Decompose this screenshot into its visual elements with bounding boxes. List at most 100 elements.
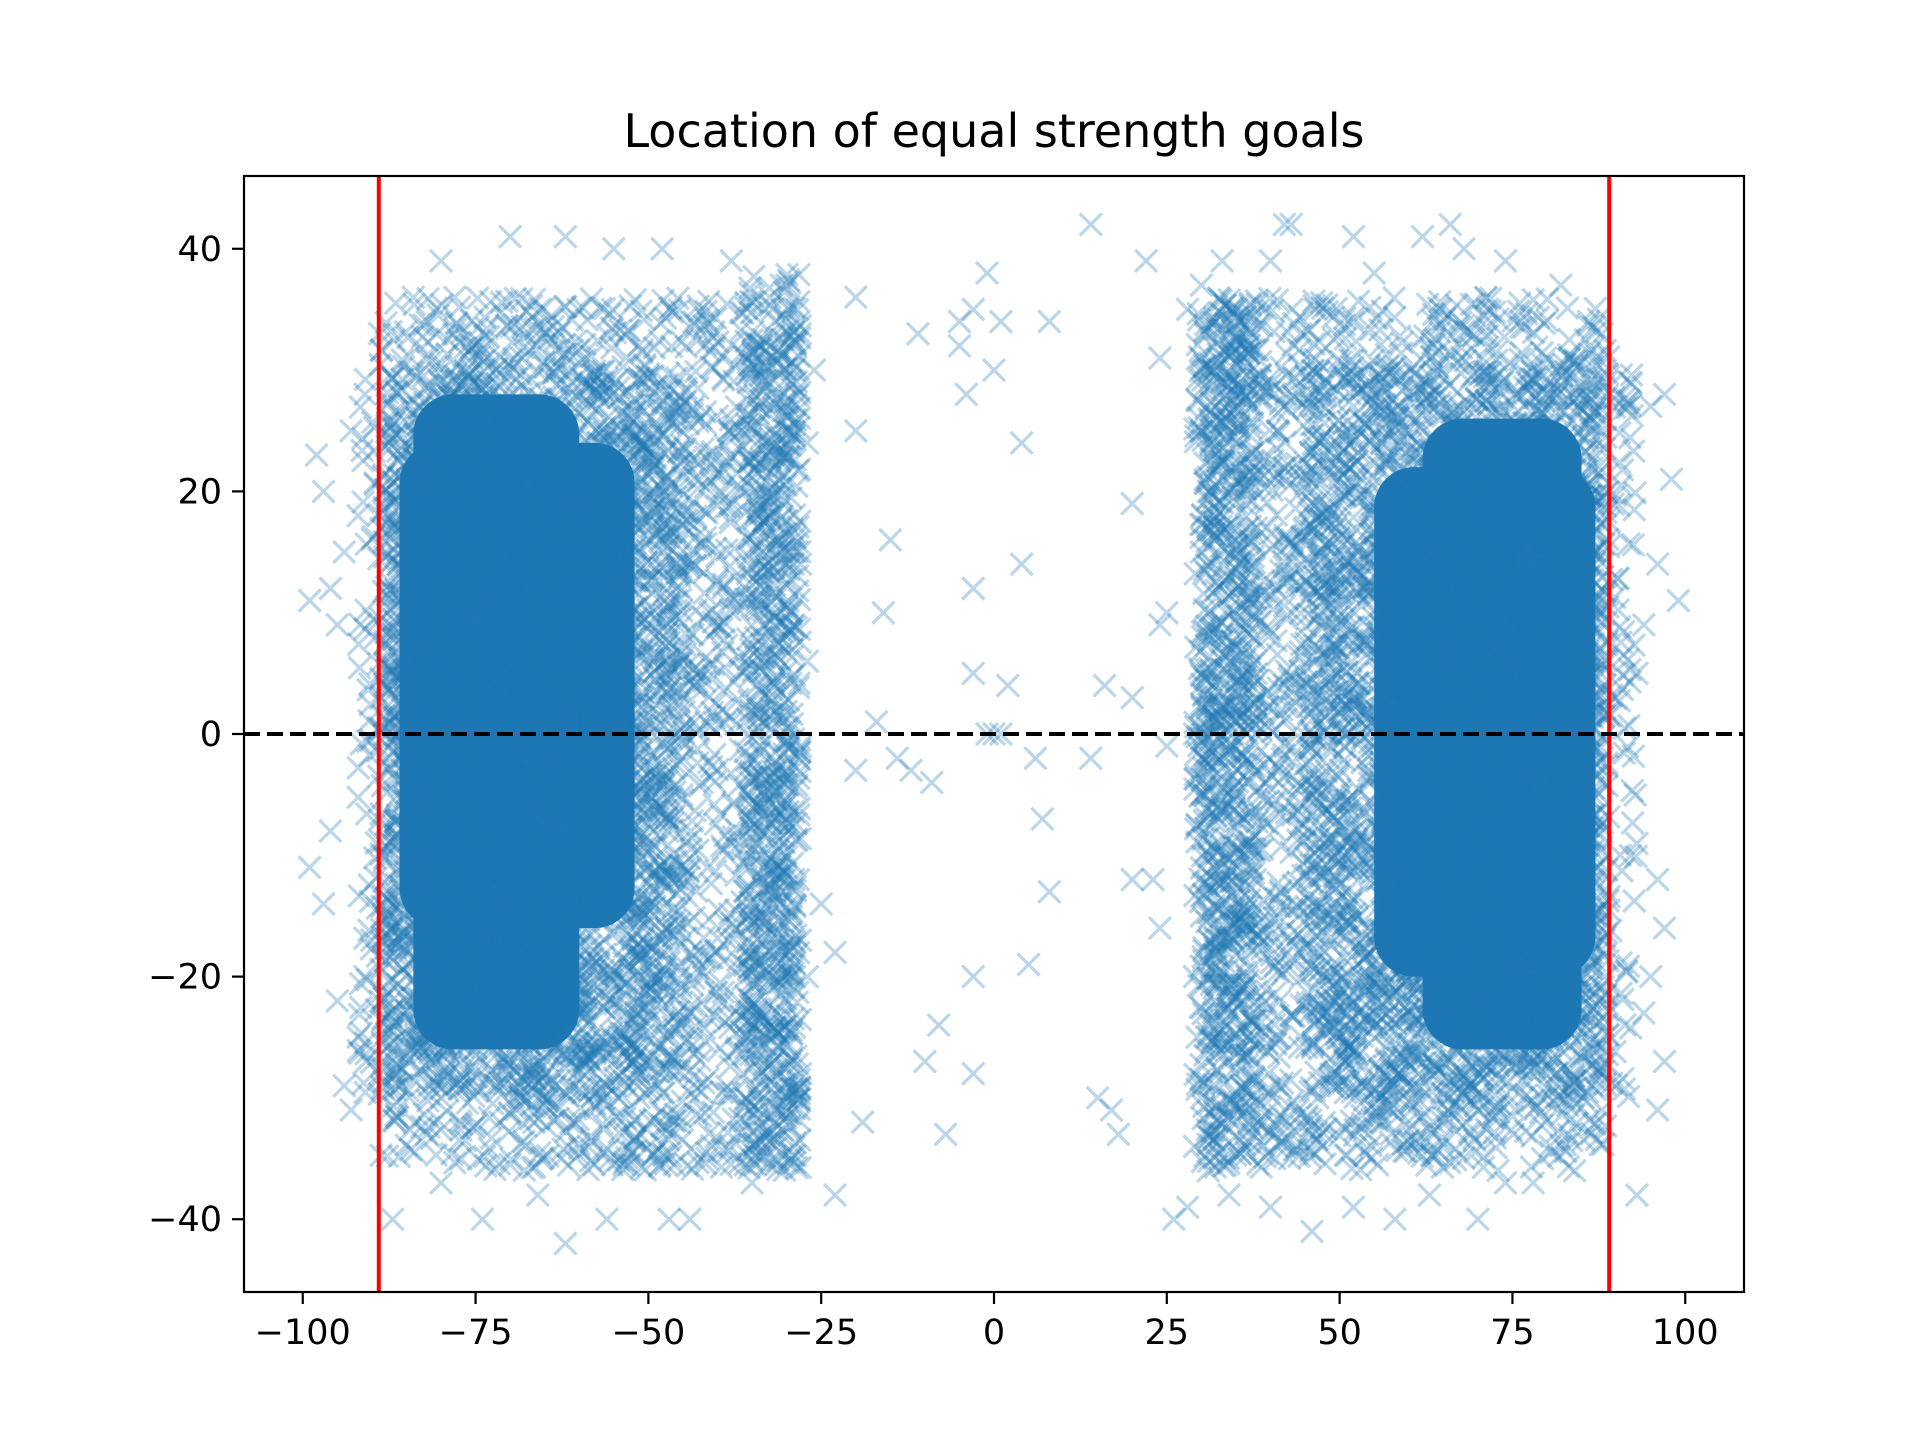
scatter-point: [553, 978, 578, 1003]
scatter-point: [416, 805, 442, 830]
scatter-point: [709, 833, 734, 859]
scatter-point: [629, 1017, 654, 1042]
scatter-point: [623, 1047, 648, 1073]
scatter-point: [683, 1102, 709, 1127]
scatter-point: [404, 514, 430, 539]
scatter-point: [531, 398, 557, 423]
scatter-point: [651, 771, 676, 796]
scatter-point: [674, 829, 699, 854]
scatter-point: [750, 659, 775, 684]
scatter-point: [641, 1142, 666, 1167]
scatter-point: [757, 1069, 783, 1094]
scatter-point: [691, 965, 716, 990]
scatter-point: [741, 1078, 766, 1103]
scatter-point: [456, 1030, 481, 1055]
scatter-point: [479, 698, 504, 724]
scatter-point: [643, 765, 668, 790]
scatter-point: [641, 1106, 667, 1131]
scatter-point: [676, 411, 701, 436]
scatter-point: [610, 1157, 635, 1182]
scatter-point: [543, 434, 569, 460]
scatter-point: [773, 1056, 799, 1081]
scatter-point: [575, 679, 601, 704]
scatter-point: [541, 642, 567, 667]
scatter-point: [501, 798, 526, 823]
scatter-point: [743, 1143, 768, 1168]
scatter-point: [702, 1004, 727, 1030]
scatter-point: [717, 553, 742, 579]
scatter-point: [497, 997, 522, 1023]
scatter-point: [639, 619, 664, 645]
scatter-point: [513, 1010, 538, 1036]
scatter-point: [559, 571, 584, 597]
scatter-point: [487, 437, 512, 462]
scatter-point: [718, 1152, 744, 1177]
scatter-point: [655, 819, 680, 844]
scatter-point: [709, 616, 735, 641]
scatter-point: [556, 450, 581, 475]
scatter-point: [429, 692, 454, 717]
scatter-point: [405, 848, 431, 873]
dense-point-cloud: [345, 262, 1649, 1183]
scatter-point: [769, 761, 795, 786]
scatter-point: [489, 290, 514, 315]
scatter-point: [442, 746, 467, 772]
scatter-point: [509, 420, 535, 445]
scatter-point: [595, 1137, 621, 1162]
scatter-point: [783, 525, 808, 550]
scatter-point: [509, 346, 535, 371]
scatter-point: [494, 878, 519, 903]
scatter-point: [560, 849, 585, 874]
scatter-point: [383, 508, 408, 534]
scatter-point: [705, 404, 730, 429]
scatter-point: [642, 411, 667, 436]
scatter-point: [644, 1139, 669, 1164]
scatter-point: [784, 1076, 809, 1102]
scatter-point: [420, 592, 445, 617]
scatter-point: [537, 594, 562, 619]
scatter-point: [697, 1005, 722, 1031]
scatter-point: [532, 313, 557, 338]
scatter-point: [703, 812, 728, 837]
scatter-point: [531, 350, 557, 375]
scatter-point: [618, 786, 643, 811]
scatter-point: [652, 1114, 678, 1139]
scatter-point: [718, 598, 743, 623]
scatter-point: [725, 1035, 750, 1060]
scatter-point: [608, 601, 634, 626]
scatter-point: [767, 439, 792, 464]
scatter-point: [618, 711, 644, 736]
scatter-point: [681, 537, 706, 562]
scatter-point: [662, 987, 688, 1012]
scatter-point: [618, 474, 643, 499]
scatter-point: [498, 1152, 523, 1177]
scatter-point: [718, 704, 743, 729]
scatter-point: [579, 1125, 604, 1150]
scatter-point: [692, 1016, 717, 1041]
scatter-point: [487, 788, 513, 814]
scatter-point: [495, 1018, 520, 1043]
scatter-point: [738, 816, 763, 841]
scatter-point: [589, 376, 614, 401]
scatter-point: [661, 756, 686, 781]
scatter-point: [609, 843, 634, 868]
scatter-point: [483, 477, 508, 502]
scatter-point: [528, 474, 553, 499]
scatter-point: [788, 1155, 813, 1180]
scatter-point: [611, 405, 636, 431]
scatter-point: [737, 526, 762, 551]
scatter-point: [592, 942, 617, 967]
scatter-point: [569, 652, 595, 678]
scatter-point: [600, 1152, 625, 1178]
scatter-point: [632, 354, 658, 380]
scatter-point: [554, 1119, 579, 1144]
scatter-point: [758, 488, 783, 513]
cluster-core: [1422, 418, 1582, 1050]
scatter-point: [675, 508, 701, 534]
scatter-point: [679, 1033, 704, 1059]
scatter-point: [520, 967, 545, 992]
scatter-point: [766, 908, 791, 933]
scatter-point: [541, 705, 566, 730]
scatter-point: [672, 632, 697, 657]
scatter-point: [703, 939, 728, 964]
